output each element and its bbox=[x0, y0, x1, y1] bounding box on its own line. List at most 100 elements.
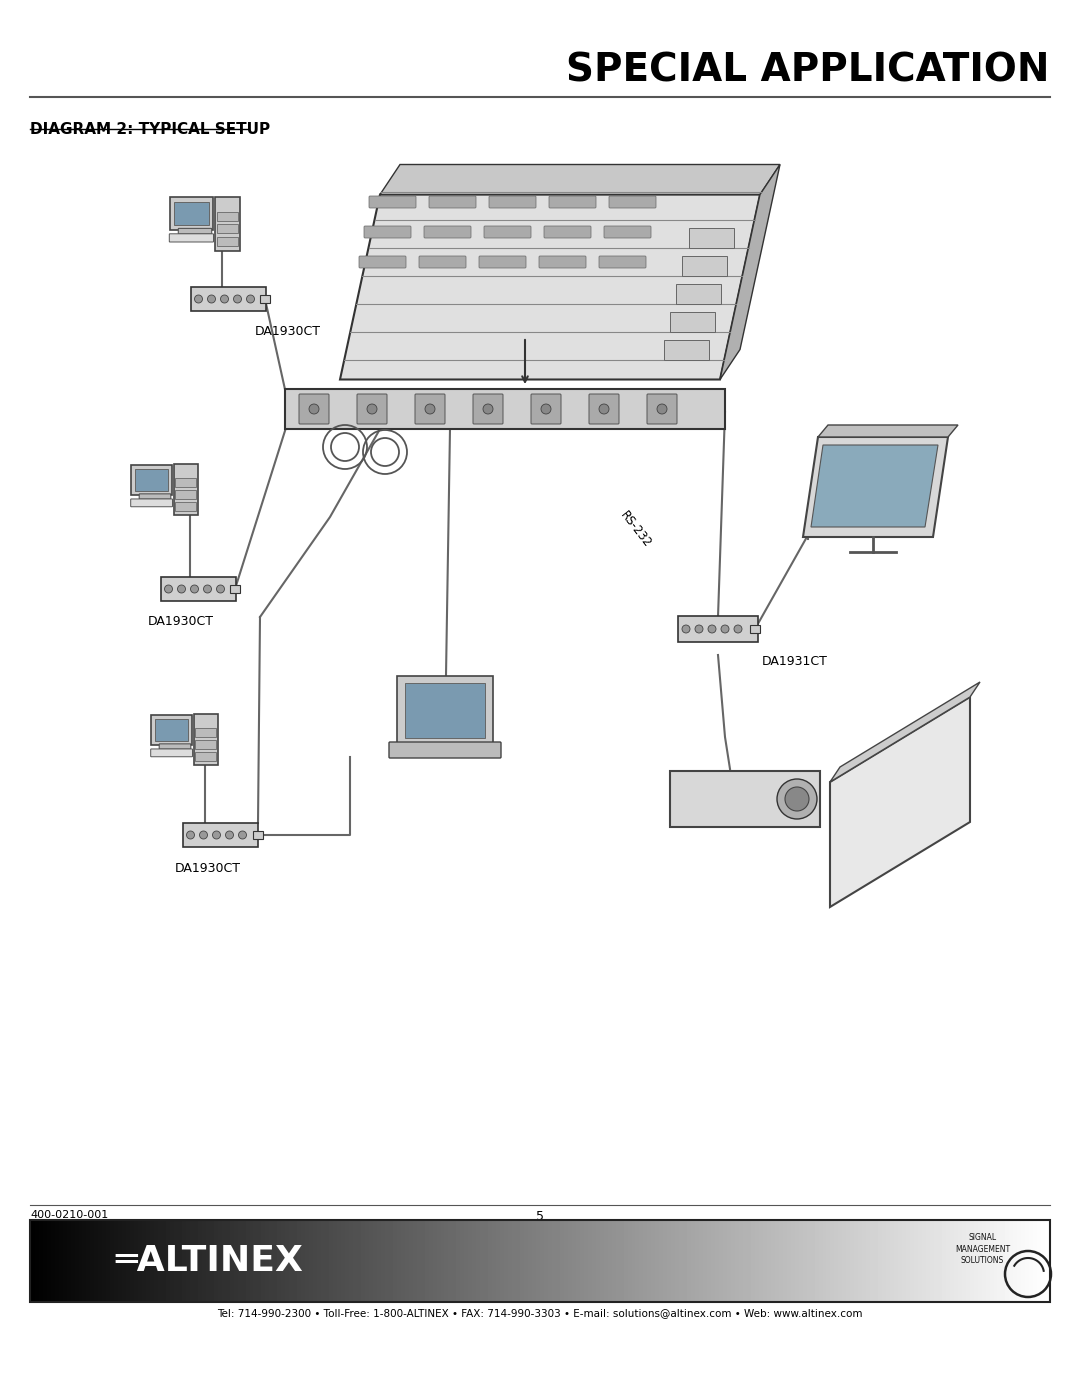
FancyBboxPatch shape bbox=[175, 478, 195, 486]
FancyBboxPatch shape bbox=[299, 394, 329, 425]
FancyBboxPatch shape bbox=[531, 394, 561, 425]
FancyBboxPatch shape bbox=[195, 752, 216, 760]
FancyBboxPatch shape bbox=[664, 339, 710, 359]
Circle shape bbox=[367, 404, 377, 414]
FancyBboxPatch shape bbox=[480, 256, 526, 268]
FancyBboxPatch shape bbox=[139, 495, 171, 499]
FancyBboxPatch shape bbox=[217, 237, 239, 246]
FancyBboxPatch shape bbox=[215, 197, 240, 250]
FancyBboxPatch shape bbox=[190, 286, 266, 312]
Circle shape bbox=[164, 585, 173, 592]
FancyBboxPatch shape bbox=[424, 226, 471, 237]
Text: TYPICAL APPLICATION: TYPICAL APPLICATION bbox=[418, 169, 642, 187]
FancyBboxPatch shape bbox=[549, 196, 596, 208]
FancyBboxPatch shape bbox=[359, 256, 406, 268]
FancyBboxPatch shape bbox=[285, 388, 725, 429]
Circle shape bbox=[213, 831, 220, 840]
Text: Tel: 714-990-2300 • Toll-Free: 1-800-ALTINEX • FAX: 714-990-3303 • E-mail: solut: Tel: 714-990-2300 • Toll-Free: 1-800-ALT… bbox=[217, 1308, 863, 1317]
Circle shape bbox=[203, 585, 212, 592]
FancyBboxPatch shape bbox=[419, 256, 465, 268]
Circle shape bbox=[785, 787, 809, 812]
FancyBboxPatch shape bbox=[670, 771, 820, 827]
Circle shape bbox=[239, 831, 246, 840]
Text: DA1931CT: DA1931CT bbox=[762, 655, 828, 668]
Circle shape bbox=[226, 831, 233, 840]
FancyBboxPatch shape bbox=[195, 728, 216, 736]
Text: DA1930CT: DA1930CT bbox=[148, 615, 214, 629]
Text: RS-232: RS-232 bbox=[618, 509, 654, 550]
FancyBboxPatch shape bbox=[405, 683, 485, 738]
FancyBboxPatch shape bbox=[473, 394, 503, 425]
FancyBboxPatch shape bbox=[135, 469, 167, 490]
FancyBboxPatch shape bbox=[689, 228, 733, 247]
FancyBboxPatch shape bbox=[369, 196, 416, 208]
FancyBboxPatch shape bbox=[539, 256, 586, 268]
FancyBboxPatch shape bbox=[151, 749, 192, 757]
FancyBboxPatch shape bbox=[683, 256, 728, 275]
FancyBboxPatch shape bbox=[357, 394, 387, 425]
Circle shape bbox=[216, 585, 225, 592]
Polygon shape bbox=[804, 437, 948, 536]
Circle shape bbox=[220, 295, 229, 303]
FancyBboxPatch shape bbox=[260, 295, 270, 303]
FancyBboxPatch shape bbox=[161, 577, 235, 601]
Polygon shape bbox=[340, 194, 760, 380]
Circle shape bbox=[681, 624, 690, 633]
FancyBboxPatch shape bbox=[174, 464, 198, 514]
FancyBboxPatch shape bbox=[151, 715, 192, 745]
FancyBboxPatch shape bbox=[484, 226, 531, 237]
Circle shape bbox=[599, 404, 609, 414]
FancyBboxPatch shape bbox=[217, 212, 239, 221]
FancyBboxPatch shape bbox=[609, 196, 656, 208]
Circle shape bbox=[696, 624, 703, 633]
Circle shape bbox=[734, 624, 742, 633]
Polygon shape bbox=[818, 425, 958, 437]
FancyBboxPatch shape bbox=[429, 196, 476, 208]
FancyBboxPatch shape bbox=[415, 394, 445, 425]
Text: ═ALTINEX: ═ALTINEX bbox=[114, 1243, 302, 1278]
Circle shape bbox=[777, 780, 816, 819]
FancyBboxPatch shape bbox=[364, 226, 411, 237]
FancyBboxPatch shape bbox=[599, 256, 646, 268]
Circle shape bbox=[187, 831, 194, 840]
FancyBboxPatch shape bbox=[159, 743, 191, 749]
FancyBboxPatch shape bbox=[217, 225, 239, 233]
FancyBboxPatch shape bbox=[647, 394, 677, 425]
FancyBboxPatch shape bbox=[397, 676, 492, 745]
Circle shape bbox=[190, 585, 199, 592]
FancyBboxPatch shape bbox=[195, 740, 216, 749]
Circle shape bbox=[246, 295, 255, 303]
FancyBboxPatch shape bbox=[544, 226, 591, 237]
Polygon shape bbox=[380, 165, 780, 194]
Circle shape bbox=[233, 295, 242, 303]
FancyBboxPatch shape bbox=[489, 196, 536, 208]
FancyBboxPatch shape bbox=[170, 233, 214, 242]
Circle shape bbox=[194, 295, 203, 303]
Circle shape bbox=[309, 404, 319, 414]
FancyBboxPatch shape bbox=[750, 624, 760, 633]
FancyBboxPatch shape bbox=[389, 742, 501, 759]
Circle shape bbox=[207, 295, 216, 303]
FancyBboxPatch shape bbox=[671, 312, 715, 331]
FancyBboxPatch shape bbox=[253, 831, 264, 840]
Circle shape bbox=[426, 404, 435, 414]
Polygon shape bbox=[811, 446, 939, 527]
FancyBboxPatch shape bbox=[156, 719, 188, 740]
FancyBboxPatch shape bbox=[131, 465, 172, 495]
FancyBboxPatch shape bbox=[230, 585, 240, 592]
Text: 400-0210-001: 400-0210-001 bbox=[30, 1210, 108, 1220]
Text: DA1930CT: DA1930CT bbox=[175, 862, 241, 875]
Circle shape bbox=[483, 404, 492, 414]
FancyBboxPatch shape bbox=[589, 394, 619, 425]
FancyBboxPatch shape bbox=[174, 203, 208, 225]
Polygon shape bbox=[720, 165, 780, 380]
FancyBboxPatch shape bbox=[678, 616, 758, 643]
Polygon shape bbox=[831, 697, 970, 907]
FancyBboxPatch shape bbox=[193, 714, 217, 764]
FancyBboxPatch shape bbox=[131, 499, 173, 507]
FancyBboxPatch shape bbox=[183, 823, 257, 847]
FancyBboxPatch shape bbox=[604, 226, 651, 237]
Circle shape bbox=[708, 624, 716, 633]
FancyBboxPatch shape bbox=[676, 284, 721, 303]
Text: DIAGRAM 2: TYPICAL SETUP: DIAGRAM 2: TYPICAL SETUP bbox=[30, 122, 270, 137]
